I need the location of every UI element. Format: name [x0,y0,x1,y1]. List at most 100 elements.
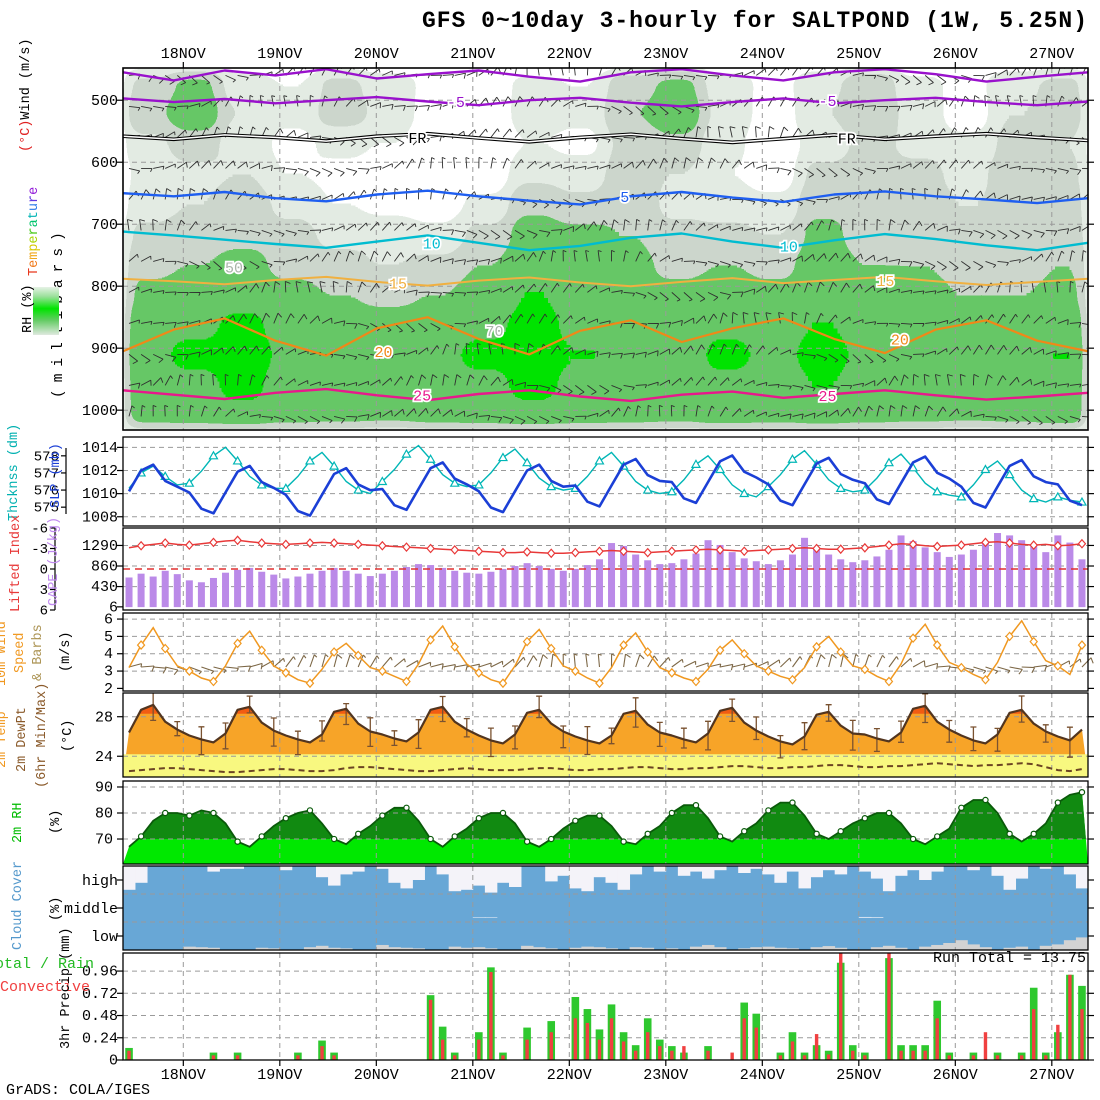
li-marker [932,541,942,552]
high-cloud-bar [834,866,848,875]
high-cloud-bar [870,866,884,879]
minmax-errorbar [777,734,784,759]
panel-precip: 0 0.24 0.48 0.72 0.96 18NOV 19NOV 20NOV 21NOV 22N… [82,952,1094,1084]
legend-convective: Convective [0,979,91,996]
date-label-top: 21NOV [450,46,495,63]
precip-convective-bar [899,1050,903,1060]
high-cloud-bar [605,866,618,883]
low-cloud-bar [484,948,498,950]
high-cloud-bar [340,866,353,875]
axis-label-pct-rh: (%) [49,809,64,834]
thickness-marker [956,491,967,501]
temperature-letter: e [27,259,42,268]
axis-label-rh: RH (%) [21,284,36,333]
precip-convective-bar [1019,1055,1024,1060]
cape-bar [306,573,314,608]
contour-label-25: 25 [818,389,836,406]
high-cloud-bar [472,866,486,886]
li-marker [908,539,918,550]
high-cloud-bar [557,866,570,876]
minmax-errorbar [439,695,446,723]
li-marker [402,542,411,553]
precip-convective-bar [983,1032,988,1060]
axis-label-degc-2m: (°C) [61,719,76,752]
wind-speed-marker [619,640,628,650]
li-tick-label: 6 [40,604,48,620]
wind-speed-marker [1005,631,1014,642]
cape-bar [994,533,1002,608]
precip-convective-bar [1080,1009,1084,1060]
panel-border [122,67,1089,431]
minmax-errorbar [1066,726,1073,758]
wind-speed-marker [378,666,387,676]
li-marker [474,546,484,557]
minmax-errorbar [1042,724,1049,743]
li-marker [715,544,725,555]
temperature-letter: e [27,235,42,244]
thickness-marker [835,483,846,492]
minmax-errorbar [463,717,470,738]
rh-marker [1078,788,1086,796]
minmax-errorbar [415,719,422,750]
pressure-tick-label: 500 [91,93,118,110]
low-cloud-bar [629,947,643,950]
li-marker [981,537,990,548]
li-marker [378,540,387,551]
thickness-marker [497,452,509,462]
low-cloud-bar [472,947,486,950]
minmax-errorbar [922,693,929,724]
thickness-marker [449,478,460,487]
date-label-bottom: 22NOV [547,1067,592,1084]
precip-tick-label: 0.24 [82,1030,118,1047]
rh-marker [548,835,555,843]
thickness-marker [1028,493,1039,503]
date-label-bottom: 24NOV [740,1067,785,1084]
precip-convective-bar [947,1055,951,1060]
thickness-marker [353,484,364,494]
low-cloud-bar [979,947,992,950]
high-cloud-bar [677,866,691,876]
cape-bar [740,558,748,608]
precip-convective-bar [621,1041,626,1060]
contour-label-50: 50 [225,261,243,278]
rh-marker [1030,830,1037,838]
rh-marker [620,838,627,845]
high-cloud-bar [1039,866,1053,869]
cape-bar [499,568,507,608]
high-cloud-bar [895,866,908,876]
middle-cloud-bar [870,917,884,918]
axis-label-2m-temp: 2m Temp [0,711,10,768]
rh-marker [523,838,531,845]
low-cloud-bar [1003,947,1017,950]
high-cloud-bar [774,866,787,883]
rh-shading-field [123,68,1088,430]
precip-convective-bar [658,1046,662,1060]
low-cloud-bar [569,947,582,950]
high-cloud-bar [207,866,220,872]
axis-label-temperature: Temperature [26,187,44,276]
wind-speed-marker [522,636,532,647]
wind-speed-marker [329,647,339,657]
cape-bar [1054,535,1062,608]
cape-bar [1006,535,1014,608]
precip-convective-bar [633,1050,638,1060]
cape-bar [547,568,555,608]
precip-convective-bar [440,1039,445,1060]
thickness-marker [208,450,219,460]
cape-bar [559,570,567,608]
precip-tick-label: 0.48 [82,1008,118,1025]
high-cloud-bar [967,866,980,871]
low-cloud-bar [267,948,281,950]
high-cloud-bar [219,866,232,869]
cape-bar [583,565,591,608]
cape-bar [813,547,821,608]
wind-speed-marker [185,666,194,676]
precip-convective-bar [296,1055,300,1060]
date-label-bottom: 25NOV [836,1067,881,1084]
date-label-top: 18NOV [161,46,206,63]
contour-25 [123,387,1088,403]
cape-bar [222,572,230,608]
low-cloud-bar [689,946,703,950]
wind-tick-label: 4 [104,646,113,663]
